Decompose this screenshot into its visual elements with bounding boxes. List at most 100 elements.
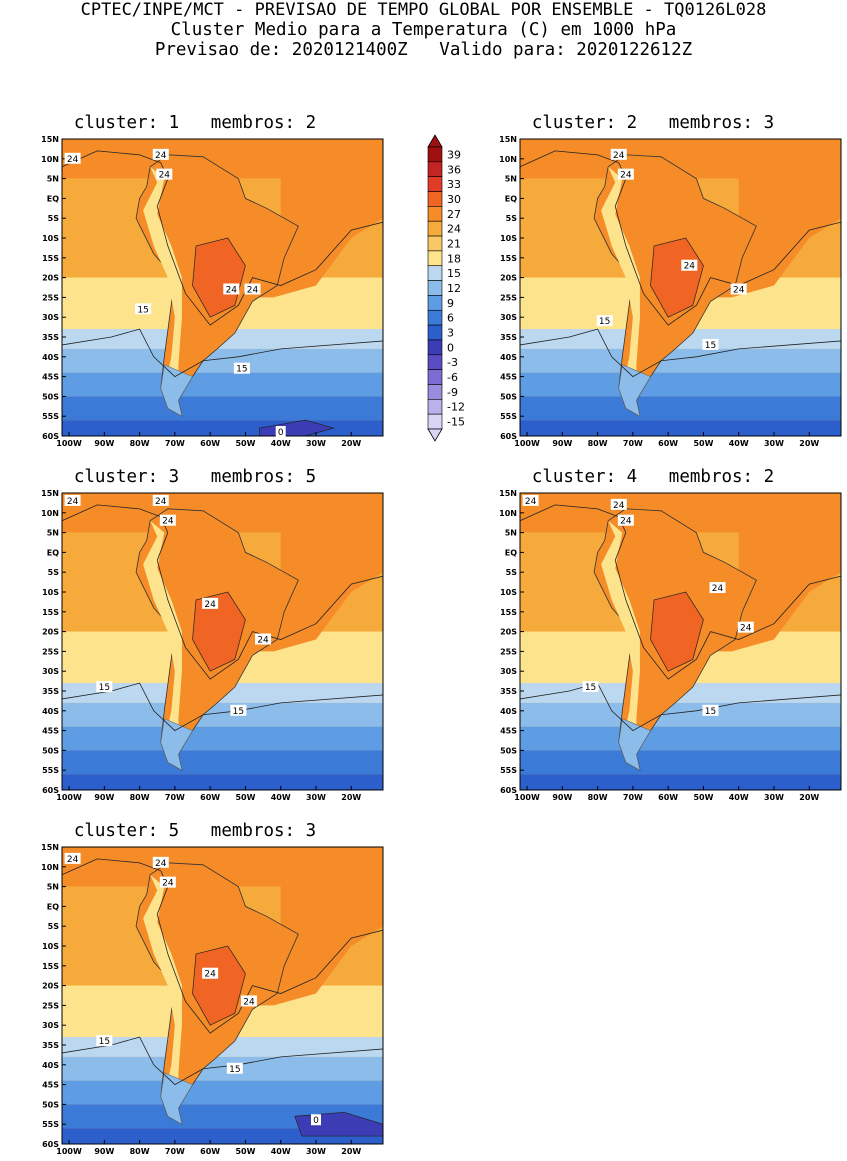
lon-tick-label: 30W xyxy=(306,1147,326,1156)
temperature-band xyxy=(520,348,841,373)
hot-core-area xyxy=(192,945,246,1026)
colorbar-label: -9 xyxy=(447,386,458,399)
contour-label-box xyxy=(240,995,257,1007)
contour-label: 24 xyxy=(67,155,79,165)
contour-label: 24 xyxy=(257,636,269,646)
lat-tick-label: 60S xyxy=(42,1140,59,1149)
lon-tick-label: 60W xyxy=(658,439,678,448)
contour-label-box xyxy=(135,303,152,315)
lon-tick-label: 20W xyxy=(341,793,361,802)
colorbar-swatch xyxy=(427,206,443,222)
colorbar-swatch xyxy=(427,146,443,163)
lon-tick-label: 100W xyxy=(514,439,540,448)
contour-label: 15 xyxy=(585,683,596,693)
contour-label: 24 xyxy=(525,497,537,507)
contour-label-box xyxy=(226,1062,243,1074)
lon-tick-label: 80W xyxy=(130,1147,150,1156)
lat-tick-label: 35S xyxy=(42,687,59,696)
lon-tick-label: 80W xyxy=(588,793,608,802)
warm-ocean-area xyxy=(710,139,841,298)
lat-tick-label: 25S xyxy=(42,293,59,302)
patagonia-area xyxy=(618,718,651,771)
contour-label: 24 xyxy=(67,497,79,507)
colorbar-swatch xyxy=(427,339,443,356)
contour-label-box xyxy=(152,856,169,868)
contour-label: 24 xyxy=(684,262,696,272)
andes-cool-strip xyxy=(143,874,182,1113)
panel-title: cluster: 5 membros: 3 xyxy=(73,821,317,841)
lat-tick-label: 25S xyxy=(42,647,59,656)
lat-tick-label: 5N xyxy=(47,883,59,892)
lon-tick-label: 100W xyxy=(56,439,82,448)
contour-label-box xyxy=(596,315,613,327)
contour-label-box xyxy=(610,148,627,160)
contour-label-box xyxy=(64,852,81,864)
lat-tick-label: 15N xyxy=(41,843,59,852)
lat-tick-label: 15S xyxy=(42,254,59,263)
hot-core-area xyxy=(192,237,246,318)
map-panel-cluster-4: cluster: 4 membros: 2 15N 10N 5N EQ 5S 10S 15S… xyxy=(458,467,847,807)
lat-tick-label: 15N xyxy=(499,135,517,144)
contour-label-box xyxy=(230,704,247,716)
contour-label: 15 xyxy=(599,317,610,327)
lat-tick-label: 20S xyxy=(42,274,59,283)
contour-label-box xyxy=(202,967,219,979)
warm-ocean-area xyxy=(252,493,383,652)
hot-core-area xyxy=(650,591,704,672)
lat-tick-label: 10S xyxy=(42,588,59,597)
contour-label: 24 xyxy=(620,517,632,527)
lat-tick-label: 10S xyxy=(42,234,59,243)
temperature-band xyxy=(520,750,841,775)
contour-label-box xyxy=(64,152,81,164)
lat-tick-label: 10N xyxy=(499,155,517,164)
isoline-24 xyxy=(61,150,384,326)
lat-tick-label: 25S xyxy=(500,293,517,302)
patagonia-area xyxy=(618,364,651,417)
lat-tick-label: 50S xyxy=(42,746,59,755)
lat-tick-label: 45S xyxy=(500,727,517,736)
colorbar-label: 24 xyxy=(447,223,461,236)
lat-tick-label: 15S xyxy=(42,962,59,971)
lat-tick-label: 20S xyxy=(42,628,59,637)
isoline-24 xyxy=(61,858,384,1034)
isoline-15 xyxy=(519,682,842,732)
lon-tick-label: 40W xyxy=(271,1147,291,1156)
lon-tick-label: 60W xyxy=(200,439,220,448)
map-frame xyxy=(519,492,842,791)
lon-tick-label: 90W xyxy=(552,793,572,802)
contour-label-box xyxy=(737,621,754,633)
isoline-24 xyxy=(519,504,842,680)
colorbar-swatch xyxy=(427,309,443,326)
lon-tick-label: 20W xyxy=(799,439,819,448)
temperature-band xyxy=(62,702,383,727)
contour-label: 24 xyxy=(620,171,632,181)
contour-label-box xyxy=(202,597,219,609)
contour-label: 24 xyxy=(204,600,216,610)
lat-tick-label: 60S xyxy=(500,786,517,795)
colorbar-swatch xyxy=(427,220,443,237)
lat-tick-label: 10S xyxy=(500,588,517,597)
contour-label-box xyxy=(152,494,169,506)
colorbar-swatch xyxy=(427,295,443,311)
lat-tick-label: 40S xyxy=(500,707,517,716)
lat-tick-label: 40S xyxy=(42,353,59,362)
lat-tick-label: 10S xyxy=(42,942,59,951)
colorbar-label: 36 xyxy=(447,163,461,176)
lon-tick-label: 80W xyxy=(130,793,150,802)
lon-tick-label: 90W xyxy=(94,793,114,802)
temperature-band xyxy=(62,1056,383,1081)
lat-tick-label: 55S xyxy=(500,766,517,775)
map-frame xyxy=(61,138,384,437)
lon-tick-label: 30W xyxy=(764,793,784,802)
isoline-15 xyxy=(519,328,842,378)
colorbar-label: 39 xyxy=(447,148,461,161)
lat-tick-label: 35S xyxy=(42,1041,59,1050)
colorbar-label: 3 xyxy=(447,327,454,340)
contour-label-box xyxy=(617,514,634,526)
lon-tick-label: 90W xyxy=(94,439,114,448)
map-panel-cluster-5: cluster: 5 membros: 3 15N 10N 5N EQ 5S 10S 15S… xyxy=(0,821,390,1161)
lon-tick-label: 70W xyxy=(165,439,185,448)
colorbar-swatch xyxy=(427,413,443,430)
lat-tick-label: 15N xyxy=(499,489,517,498)
